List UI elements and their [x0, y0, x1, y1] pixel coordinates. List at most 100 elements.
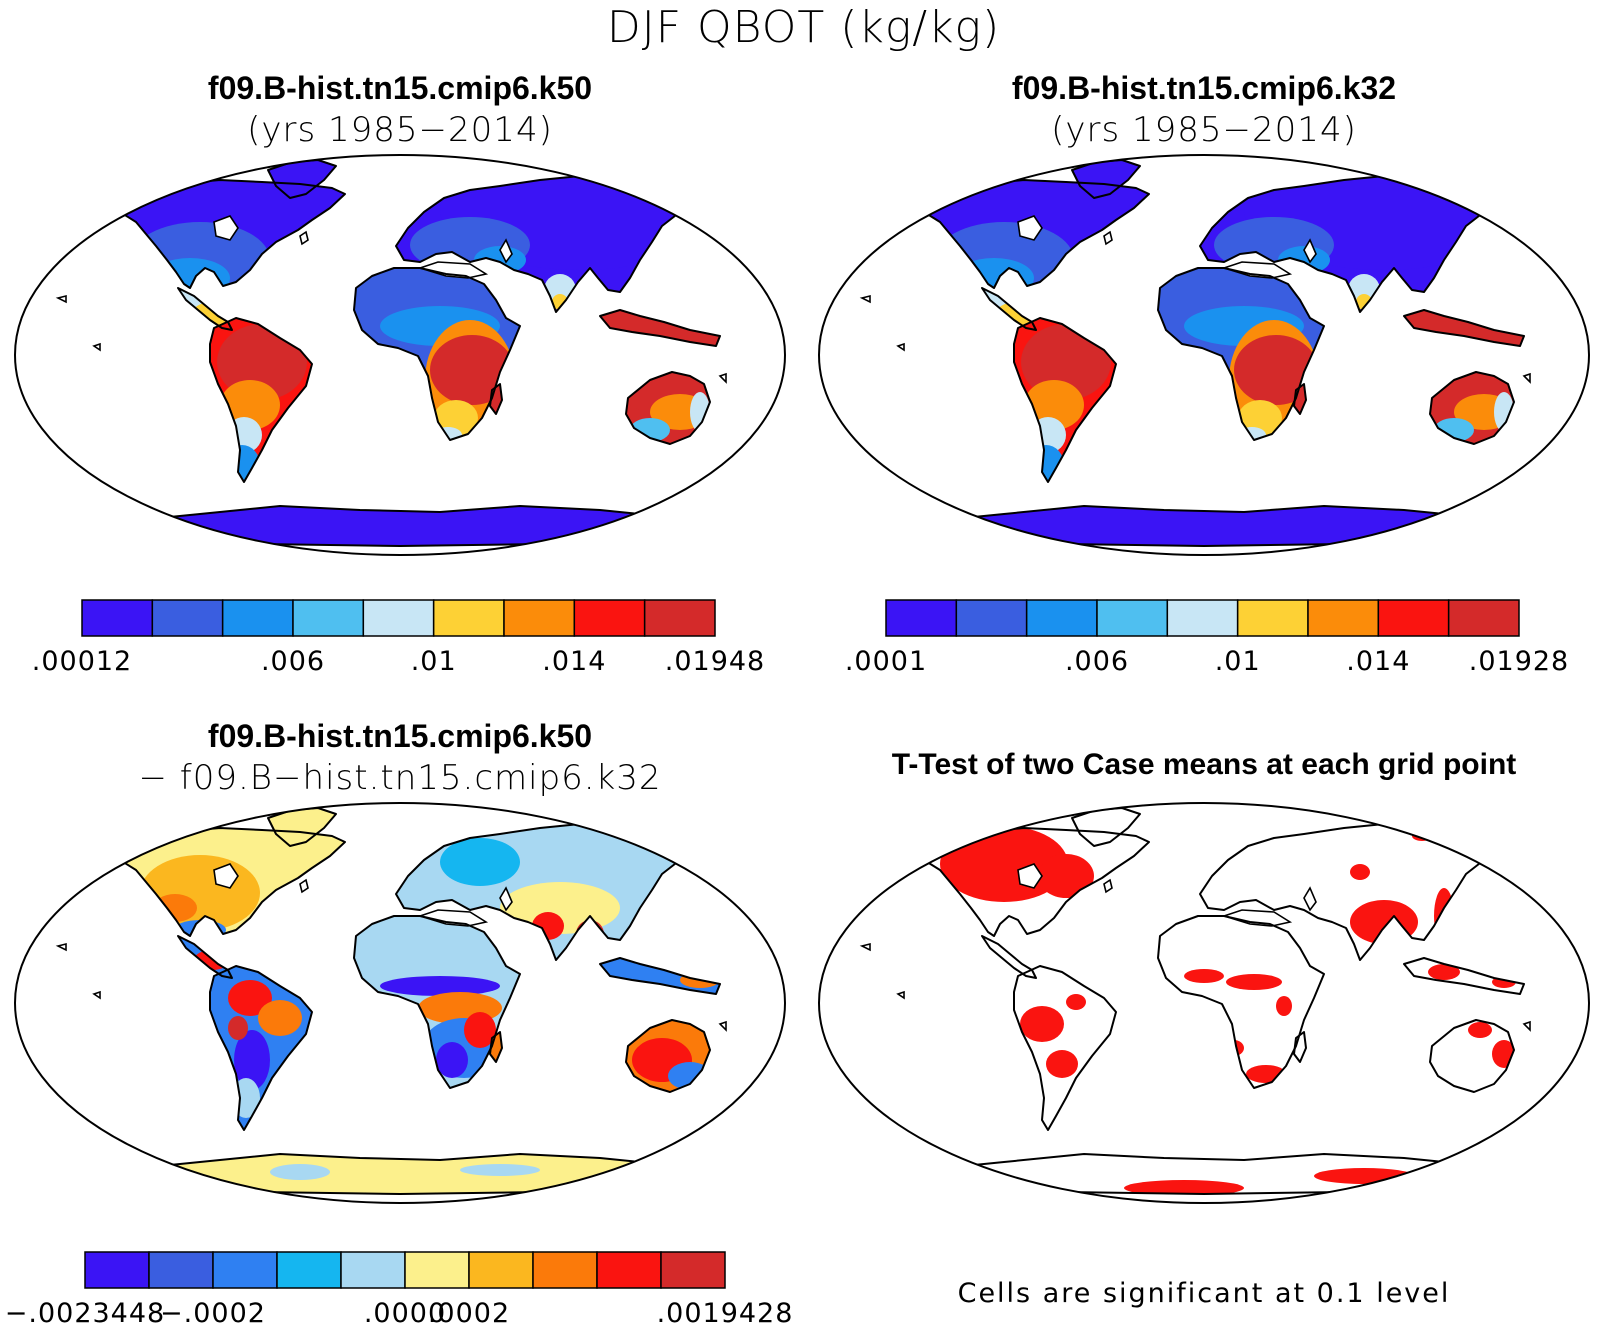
- contour-fill: [1350, 864, 1370, 880]
- panel-k32: f09.B-hist.tn15.cmip6.k32 (yrs 1985−2014…: [804, 70, 1604, 710]
- coastline: [1403, 957, 1525, 995]
- contour-fill: [220, 380, 280, 430]
- colorbar-swatch: [151, 599, 224, 637]
- colorbar-swatch: [84, 1251, 150, 1289]
- inland-sea: [499, 238, 513, 264]
- colorbar-swatch: [404, 1251, 470, 1289]
- coastline: [625, 1019, 711, 1093]
- contour-fill: [436, 1042, 468, 1078]
- panel-title: f09.B-hist.tn15.cmip6.k50: [207, 718, 593, 754]
- centralamerica-land: [982, 936, 1036, 978]
- contour-fill: [1020, 1006, 1064, 1042]
- contour-fill: [1276, 996, 1292, 1016]
- island-outline: [859, 942, 871, 952]
- inland-sea: [213, 863, 239, 889]
- contour-fill: [1428, 964, 1460, 980]
- contour-fill: [460, 1164, 540, 1176]
- colorbar-swatch: [1377, 599, 1450, 637]
- coastline: [1403, 309, 1525, 347]
- map-border: [818, 154, 1590, 556]
- colorbar-tick-label: .01: [411, 646, 457, 677]
- colorbar-tick-label: .0001: [845, 646, 927, 677]
- coastline: [981, 935, 1037, 979]
- colorbar-tick-label: .00012: [32, 646, 132, 677]
- world-map: [14, 802, 786, 1204]
- world-map: [818, 802, 1590, 1204]
- island-outline: [55, 294, 67, 304]
- coastline: [923, 179, 1150, 289]
- contour-fill: [354, 916, 470, 980]
- island-outline: [1103, 230, 1113, 246]
- panel-subtitle: − f09.B−hist.tn15.cmip6.k32: [138, 758, 662, 798]
- inland-sea: [1017, 215, 1043, 241]
- colorbar-swatch: [573, 599, 646, 637]
- coastline: [1199, 175, 1495, 313]
- coastline: [981, 287, 1037, 331]
- contour-fill: [1024, 380, 1084, 430]
- panel-title: T-Test of two Case means at each grid po…: [891, 748, 1517, 781]
- coastline: [119, 827, 346, 937]
- colorbar-tick-label: .0019428: [657, 1298, 794, 1327]
- inland-sea: [1221, 261, 1293, 279]
- panel-title: f09.B-hist.tn15.cmip6.k50: [207, 70, 593, 106]
- contour-fill: [1468, 1022, 1492, 1038]
- colorbar-tick-label: .014: [542, 646, 606, 677]
- colorbar-tick-label: .014: [1346, 646, 1410, 677]
- colorbar-swatch: [1025, 599, 1098, 637]
- colorbar-swatch: [468, 1251, 534, 1289]
- island-outline: [1522, 1020, 1531, 1032]
- coastline: [209, 965, 313, 1131]
- coastline: [1013, 965, 1117, 1131]
- island-outline: [859, 294, 871, 304]
- world-map: [14, 154, 786, 556]
- island-outline: [55, 942, 67, 952]
- contour-fill: [440, 838, 520, 886]
- colorbar: −.0023448−.0002 .0000.0002 .0019428: [5, 1251, 794, 1327]
- colorbar-tick-label: −.0002: [160, 1298, 266, 1327]
- contour-fill: [1124, 1180, 1244, 1194]
- coastline: [1013, 317, 1117, 483]
- inland-sea: [499, 886, 513, 912]
- australia-land: [1430, 1020, 1514, 1092]
- panel-subtitle: (yrs 1985−2014): [247, 110, 553, 150]
- colorbar-swatch: [643, 599, 716, 637]
- colorbar-swatch: [1447, 599, 1520, 637]
- contour-fill: [1238, 400, 1282, 436]
- panel-subtitle: (yrs 1985−2014): [1051, 110, 1357, 150]
- contour-fill: [1038, 854, 1094, 898]
- inland-sea: [1221, 909, 1293, 927]
- coastline: [1293, 1031, 1307, 1063]
- colorbar-swatch: [1096, 599, 1169, 637]
- island-outline: [718, 372, 727, 384]
- panel-difference: f09.B-hist.tn15.cmip6.k50 − f09.B−hist.t…: [0, 718, 800, 1327]
- coastline: [1293, 383, 1307, 415]
- colorbar-swatch: [212, 1251, 278, 1289]
- contour-fill: [1226, 974, 1282, 990]
- colorbar-tick-label: .006: [261, 646, 325, 677]
- colorbar: .0001 .006 .01 .014 .01928: [845, 599, 1569, 677]
- coastline: [489, 1031, 503, 1063]
- contour-fill: [1046, 1050, 1078, 1078]
- inland-sea: [1303, 238, 1317, 264]
- contour-fill: [228, 980, 272, 1016]
- coastline: [625, 371, 711, 445]
- colorbar-swatch: [1236, 599, 1309, 637]
- panel-ttest: T-Test of two Case means at each grid po…: [804, 718, 1604, 1327]
- island-outline: [896, 342, 905, 352]
- colorbar-tick-label: .0002: [428, 1298, 510, 1327]
- colorbar-swatch: [1307, 599, 1380, 637]
- contour-fill: [1066, 994, 1086, 1010]
- contour-fill: [1021, 324, 1111, 400]
- colorbar-swatch: [432, 599, 505, 637]
- colorbar-swatch: [276, 1251, 342, 1289]
- greenland-land: [1072, 808, 1140, 846]
- coastline: [177, 287, 233, 331]
- island-outline: [896, 990, 905, 1000]
- colorbar-tick-label: .01928: [1469, 646, 1569, 677]
- inland-sea: [1017, 863, 1043, 889]
- coastline: [177, 935, 233, 979]
- coastline: [1429, 371, 1515, 445]
- coastline: [1199, 823, 1495, 961]
- contour-fill: [217, 324, 307, 400]
- coastline: [209, 317, 313, 483]
